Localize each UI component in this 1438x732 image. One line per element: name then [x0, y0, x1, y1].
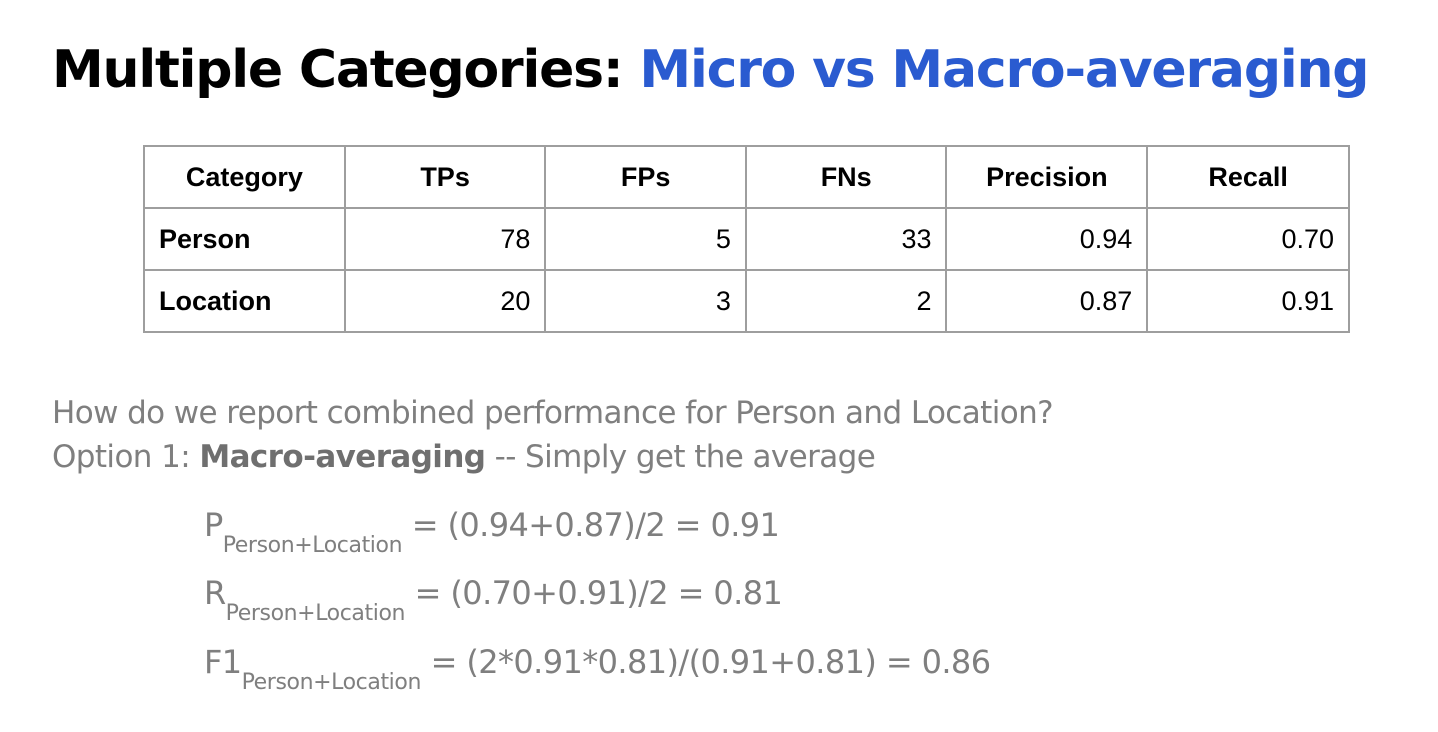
- formula-subscript: Person+Location: [225, 601, 406, 626]
- explanation-text: How do we report combined performance fo…: [52, 391, 1054, 479]
- formula-recall: RPerson+Location = (0.70+0.91)/2 = 0.81: [204, 574, 783, 626]
- formula-f1: F1Person+Location = (2*0.91*0.81)/(0.91+…: [204, 643, 992, 695]
- formula-precision: PPerson+Location = (0.94+0.87)/2 = 0.91: [204, 506, 780, 558]
- formula-expression: = (2*0.91*0.81)/(0.91+0.81) = 0.86: [421, 643, 992, 681]
- option-prefix: Option 1:: [52, 439, 200, 475]
- header-precision: Precision: [945, 145, 1149, 209]
- question-line: How do we report combined performance fo…: [52, 395, 1054, 431]
- table-row: Location 20 3 2 0.87 0.91: [143, 269, 1350, 333]
- formula-symbol: P: [204, 506, 223, 544]
- cell-fns: 33: [744, 207, 948, 271]
- formula-symbol: F1: [204, 643, 242, 681]
- cell-recall: 0.91: [1146, 269, 1350, 333]
- header-fns: FNs: [744, 145, 948, 209]
- cell-fns: 2: [744, 269, 948, 333]
- header-fps: FPs: [544, 145, 747, 209]
- slide-title: Multiple Categories: Micro vs Macro-aver…: [52, 38, 1370, 102]
- option-rest: -- Simply get the average: [485, 439, 876, 475]
- cell-category: Location: [143, 269, 346, 333]
- header-tps: TPs: [343, 145, 547, 209]
- title-accent: Micro vs Macro-averaging: [639, 40, 1369, 100]
- metrics-table: Category TPs FPs FNs Precision Recall Pe…: [143, 145, 1350, 333]
- cell-fps: 5: [544, 207, 747, 271]
- formula-subscript: Person+Location: [241, 670, 422, 695]
- header-category: Category: [143, 145, 346, 209]
- table-header-row: Category TPs FPs FNs Precision Recall: [143, 145, 1350, 209]
- cell-recall: 0.70: [1146, 207, 1350, 271]
- cell-tps: 20: [343, 269, 547, 333]
- formula-expression: = (0.70+0.91)/2 = 0.81: [405, 574, 783, 612]
- title-prefix: Multiple Categories:: [52, 40, 624, 100]
- option-bold: Macro-averaging: [199, 439, 486, 475]
- cell-category: Person: [143, 207, 346, 271]
- formula-subscript: Person+Location: [222, 533, 403, 558]
- cell-tps: 78: [343, 207, 547, 271]
- option-line: Option 1: Macro-averaging -- Simply get …: [52, 435, 1053, 479]
- formula-symbol: R: [204, 574, 226, 612]
- formula-expression: = (0.94+0.87)/2 = 0.91: [402, 506, 780, 544]
- cell-precision: 0.94: [945, 207, 1149, 271]
- cell-precision: 0.87: [945, 269, 1149, 333]
- cell-fps: 3: [544, 269, 747, 333]
- table-row: Person 78 5 33 0.94 0.70: [143, 207, 1350, 271]
- header-recall: Recall: [1146, 145, 1350, 209]
